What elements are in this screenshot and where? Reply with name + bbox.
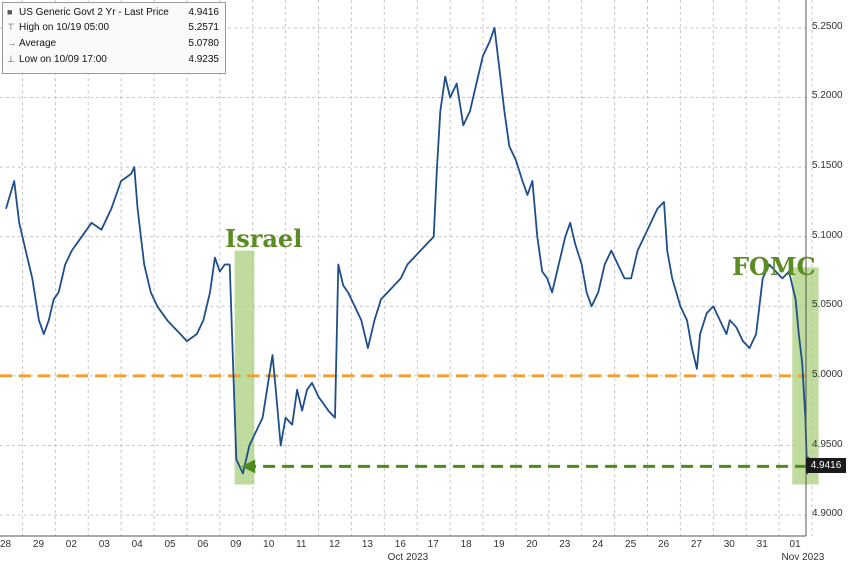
legend-title-row: ■ US Generic Govt 2 Yr - Last Price 4.94… [7, 6, 219, 19]
x-tick-label: 30 [723, 539, 735, 550]
israel-highlight [234, 250, 255, 485]
legend: ■ US Generic Govt 2 Yr - Last Price 4.94… [2, 2, 226, 74]
legend-label: High on 10/19 05:00 [19, 22, 110, 33]
y-tick-label: 4.9500 [812, 438, 843, 450]
x-tick-label: 03 [98, 539, 110, 550]
x-tick-label: 25 [625, 539, 637, 550]
legend-title: US Generic Govt 2 Yr - Last Price [19, 7, 169, 18]
x-tick-label: 19 [493, 539, 505, 550]
x-tick-label: 20 [526, 539, 538, 550]
price-line [5, 26, 810, 475]
x-tick-label: 24 [592, 539, 604, 550]
legend-label: Low on 10/09 17:00 [19, 54, 107, 65]
x-tick-label: 02 [65, 539, 77, 550]
y-tick-label: 5.1000 [812, 229, 843, 241]
legend-row-average: → Average 5.0780 [7, 37, 219, 50]
high-marker-icon: ⊤ [7, 22, 15, 32]
green-arrow [241, 459, 808, 474]
x-tick-label: 23 [559, 539, 571, 550]
y-tick-label: 5.2000 [812, 90, 843, 102]
y-tick-label: 5.1500 [812, 160, 843, 172]
low-marker-icon: ⊥ [7, 54, 15, 64]
x-tick-label: 28 [0, 539, 12, 550]
x-tick-label: 13 [361, 539, 373, 550]
highlight-regions [234, 250, 819, 485]
legend-row-low: ⊥ Low on 10/09 17:00 4.9235 [7, 53, 219, 66]
x-tick-label: 09 [230, 539, 242, 550]
series-layer [5, 26, 810, 475]
y-tick-label: 5.2500 [812, 20, 843, 32]
legend-title-value: 4.9416 [188, 7, 219, 18]
x-tick-label: 12 [328, 539, 341, 550]
x-month-label: Oct 2023 [387, 552, 429, 563]
axes [0, 0, 807, 537]
arrow-head [241, 459, 256, 474]
x-tick-label: 27 [690, 539, 702, 550]
legend-square-icon: ■ [7, 7, 13, 17]
x-tick-label: 06 [197, 539, 209, 550]
x-tick-label: 29 [32, 539, 45, 550]
x-tick-label: 05 [164, 539, 176, 550]
y-tick-label: 5.0500 [812, 299, 843, 311]
x-tick-label: 17 [427, 539, 439, 550]
x-tick-label: 10 [263, 539, 275, 550]
y-tick-label: 4.9000 [812, 508, 843, 520]
x-tick-label: 26 [657, 539, 670, 550]
x-tick-label: 01 [789, 539, 801, 550]
x-tick-label: 11 [296, 539, 307, 550]
y-tick-label: 5.0000 [812, 368, 843, 380]
last-price-tag: 4.9416 [806, 458, 846, 473]
legend-row-high: ⊤ High on 10/19 05:00 5.2571 [7, 21, 219, 34]
legend-value: 5.0780 [188, 38, 219, 49]
israel-annotation: Israel [225, 224, 303, 253]
legend-label: Average [19, 38, 57, 49]
legend-value: 4.9235 [188, 54, 219, 65]
x-month-label: Nov 2023 [781, 552, 825, 563]
x-tick-label: 18 [460, 539, 472, 550]
average-marker-icon: → [7, 38, 16, 48]
legend-value: 5.2571 [188, 22, 219, 33]
x-tick-label: 16 [394, 539, 406, 550]
x-tick-label: 31 [756, 539, 768, 550]
grid-lines [0, 0, 813, 536]
x-tick-label: 04 [131, 539, 143, 550]
fomc-annotation: FOMC [732, 252, 816, 281]
